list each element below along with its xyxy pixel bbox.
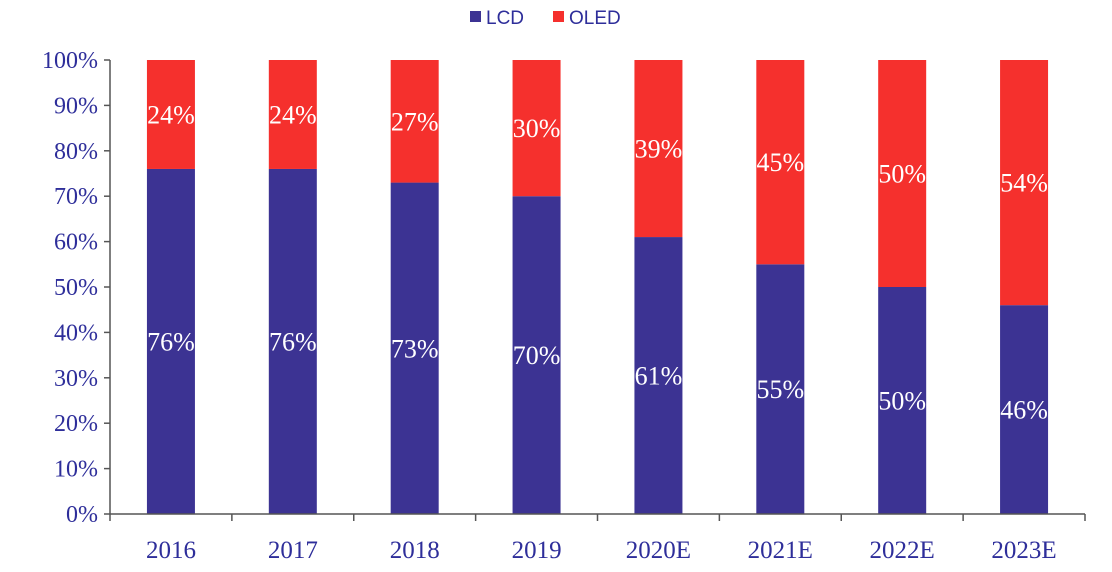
- data-label-oled-2016: 24%: [147, 100, 195, 129]
- x-tick-label: 2023E: [991, 537, 1056, 564]
- bar-lcd-2020e: [634, 237, 683, 514]
- bar-lcd-2021e: [756, 264, 805, 514]
- x-tick-label: 2017: [268, 537, 318, 564]
- legend-label-lcd: LCD: [486, 8, 524, 29]
- data-label-oled-2018: 27%: [391, 107, 439, 136]
- bar-oled-2020e: [634, 60, 683, 238]
- y-tick-label: 90%: [54, 93, 98, 119]
- bar-oled-2018: [390, 60, 439, 183]
- y-tick-label: 40%: [54, 320, 98, 346]
- x-tick-label: 2020E: [626, 537, 691, 564]
- y-tick-label: 30%: [54, 366, 98, 392]
- y-tick-label: 80%: [54, 139, 98, 165]
- data-label-oled-2020e: 39%: [635, 135, 683, 164]
- legend: LCD OLED: [470, 8, 621, 29]
- bar-lcd-2016: [146, 168, 195, 514]
- y-tick-label: 100%: [42, 48, 98, 74]
- legend-label-oled: OLED: [569, 8, 621, 29]
- data-label-lcd-2023e: 46%: [1000, 396, 1048, 425]
- x-tick-label: 2022E: [870, 537, 935, 564]
- data-label-lcd-2020e: 61%: [635, 362, 683, 391]
- data-label-oled-2019: 30%: [513, 114, 561, 143]
- data-label-oled-2017: 24%: [269, 100, 317, 129]
- bar-oled-2017: [268, 60, 317, 169]
- data-label-oled-2023e: 54%: [1000, 169, 1048, 198]
- data-label-lcd-2017: 76%: [269, 327, 317, 356]
- bar-oled-2016: [146, 60, 195, 169]
- bar-lcd-2018: [390, 182, 439, 514]
- bar-oled-2023e: [1000, 60, 1049, 306]
- bar-lcd-2017: [268, 168, 317, 514]
- bar-lcd-2023e: [1000, 305, 1049, 514]
- y-axis: 0% 10% 20% 30% 40% 50% 60% 70% 80% 90% 100%: [42, 48, 111, 528]
- y-tick-label: 50%: [54, 275, 98, 301]
- legend-swatch-lcd: [470, 11, 481, 22]
- data-label-oled-2021e: 45%: [756, 148, 804, 177]
- data-label-lcd-2018: 73%: [391, 334, 439, 363]
- data-label-oled-2022e: 50%: [878, 160, 926, 189]
- y-tick-label: 10%: [54, 457, 98, 483]
- bar-lcd-2019: [512, 196, 561, 514]
- y-tick-label: 70%: [54, 184, 98, 210]
- y-tick-label: 60%: [54, 230, 98, 256]
- data-label-lcd-2022e: 50%: [878, 387, 926, 416]
- x-tick-label: 2016: [146, 537, 196, 564]
- data-label-lcd-2016: 76%: [147, 327, 195, 356]
- data-label-lcd-2019: 70%: [513, 341, 561, 370]
- x-tick-label: 2021E: [748, 537, 813, 564]
- x-tick-label: 2018: [390, 537, 440, 564]
- x-axis: 2016 2017 2018 2019 2020E 2021E 2022E 2023E: [109, 513, 1086, 564]
- legend-swatch-oled: [553, 11, 564, 22]
- bar-oled-2019: [512, 60, 561, 197]
- data-label-lcd-2021e: 55%: [756, 375, 804, 404]
- bar-lcd-2022e: [878, 287, 927, 514]
- x-tick-label: 2019: [512, 537, 562, 564]
- y-tick-label: 0%: [66, 502, 98, 528]
- bars: 76% 24% 76% 24% 73% 27% 70% 30% 61% 39% 55% 45% 50% 5…: [146, 60, 1049, 514]
- bar-oled-2022e: [878, 60, 927, 287]
- y-tick-label: 20%: [54, 411, 98, 437]
- bar-oled-2021e: [756, 60, 805, 265]
